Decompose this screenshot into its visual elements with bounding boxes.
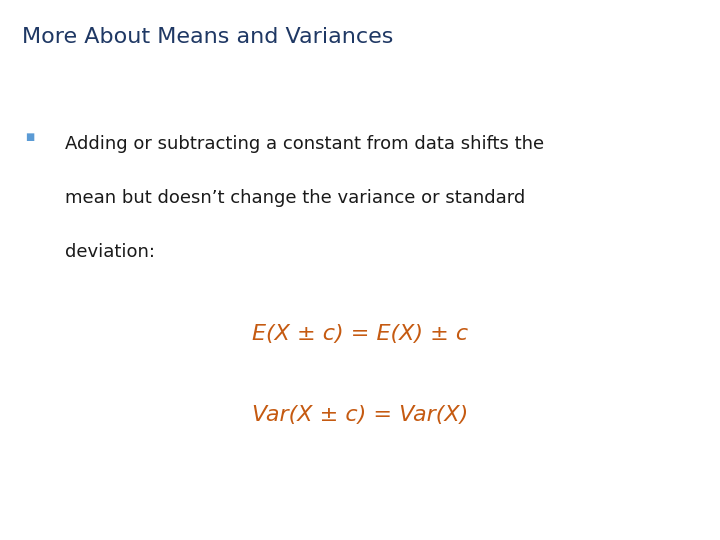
Text: mean but doesn’t change the variance or standard: mean but doesn’t change the variance or … (65, 189, 525, 207)
Text: deviation:: deviation: (65, 243, 155, 261)
Text: Var(X ± c) = Var(X): Var(X ± c) = Var(X) (252, 405, 468, 425)
Text: ■: ■ (25, 132, 35, 143)
Text: E(X ± c) = E(X) ± c: E(X ± c) = E(X) ± c (252, 324, 468, 344)
Text: More About Means and Variances: More About Means and Variances (22, 27, 393, 47)
Text: Adding or subtracting a constant from data shifts the: Adding or subtracting a constant from da… (65, 135, 544, 153)
